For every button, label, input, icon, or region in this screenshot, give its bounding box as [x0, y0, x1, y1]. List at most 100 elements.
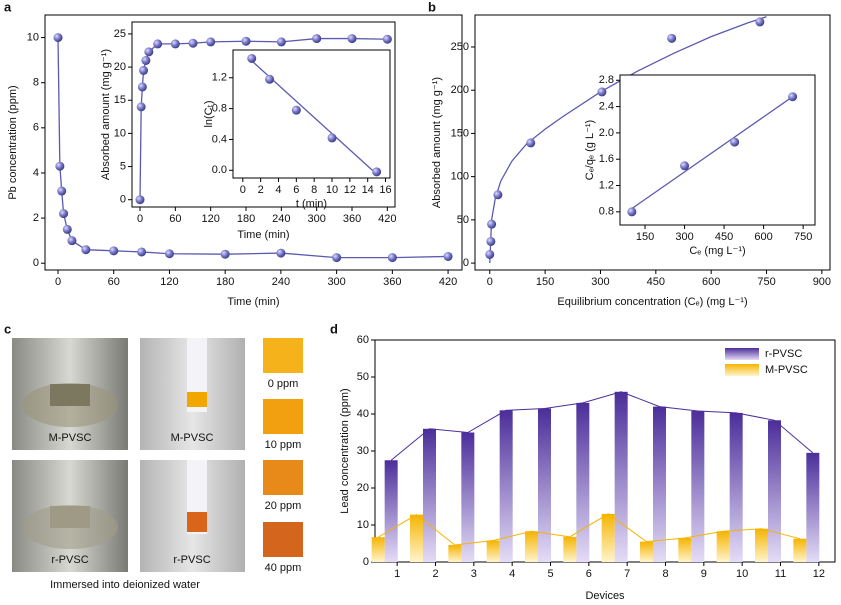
- x-tick-label: 5: [547, 568, 553, 580]
- x-tick-label: 0: [137, 213, 143, 225]
- y-tick-label: 0.8: [212, 103, 227, 115]
- x-tick-label: 0: [55, 276, 61, 288]
- bar: [448, 544, 462, 562]
- bar: [461, 432, 475, 562]
- bar: [486, 540, 500, 562]
- color-swatch: [263, 522, 303, 557]
- y-tick-label: 10: [357, 519, 369, 531]
- x-tick-label: 6: [293, 184, 299, 196]
- panel-c: c M-PVSC r-PVSC M-PVSC r-PVSC 0 ppm 10 p…: [4, 321, 303, 591]
- x-tick-label: 300: [327, 276, 345, 288]
- point: [332, 253, 342, 263]
- x-tick-label: 600: [754, 231, 772, 243]
- y-tick-label: 0: [33, 257, 39, 269]
- point: [327, 133, 337, 143]
- y-tick-label: 0.8: [599, 206, 614, 218]
- y-tick-label: 30: [357, 445, 369, 457]
- y-tick-label: 250: [451, 41, 469, 53]
- point: [493, 190, 503, 200]
- swatch-label: 20 ppm: [265, 500, 302, 512]
- point: [788, 92, 798, 102]
- caption: Immersed into deionized water: [50, 579, 200, 591]
- y-tick-label: 2: [33, 212, 39, 224]
- y-tick-label: 1.6: [599, 153, 614, 165]
- y-tick-label: 20: [114, 61, 126, 73]
- x-tick-label: 750: [794, 231, 812, 243]
- y-tick-label: 2.4: [599, 100, 614, 112]
- y-axis-label: Pb concentration (ppm): [7, 85, 19, 199]
- legend-label: M-PVSC: [765, 364, 808, 376]
- color-swatch: [263, 460, 303, 495]
- x-axis-label: Cₑ (mg L⁻¹): [689, 245, 745, 257]
- x-tick-label: 420: [439, 276, 457, 288]
- bar: [806, 452, 820, 562]
- x-tick-label: 8: [311, 184, 317, 196]
- point: [109, 246, 119, 256]
- fit-line: [631, 96, 793, 210]
- y-tick-label: 50: [457, 214, 469, 226]
- point: [247, 53, 257, 63]
- y-tick-label: 60: [357, 334, 369, 346]
- x-tick-label: 150: [636, 231, 654, 243]
- point: [382, 34, 392, 44]
- legend-swatch: [725, 364, 759, 376]
- x-tick-label: 10: [736, 568, 748, 580]
- strip-label: M-PVSC: [171, 432, 214, 444]
- bar: [678, 537, 692, 562]
- x-tick-label: 10: [326, 184, 338, 196]
- point: [276, 248, 286, 258]
- point: [67, 236, 77, 246]
- point: [55, 161, 65, 171]
- point: [627, 207, 637, 217]
- y-axis-label: Absorbed amount (mg g⁻¹): [100, 49, 112, 180]
- strip-pad: [187, 512, 207, 532]
- trend-line: [390, 391, 814, 461]
- bar: [538, 408, 551, 562]
- beaker-label: M-PVSC: [49, 432, 92, 444]
- point: [597, 87, 607, 97]
- point: [276, 37, 286, 47]
- point: [164, 249, 174, 259]
- x-tick-label: 3: [471, 568, 477, 580]
- point: [62, 224, 72, 234]
- y-tick-label: 2.8: [599, 74, 614, 86]
- point: [486, 236, 496, 246]
- y-tick-label: 20: [357, 482, 369, 494]
- x-tick-label: 6: [586, 568, 592, 580]
- x-tick-label: 360: [383, 276, 401, 288]
- x-tick-label: 4: [509, 568, 515, 580]
- y-tick-label: 15: [114, 94, 126, 106]
- x-tick-label: 420: [378, 213, 396, 225]
- bar: [716, 531, 730, 562]
- point: [667, 33, 677, 43]
- y-tick-label: 8: [33, 77, 39, 89]
- bar: [793, 538, 807, 562]
- y-axis-label: Lead concentration (ppm): [339, 388, 351, 513]
- y-tick-label: 200: [451, 84, 469, 96]
- strip-label: r-PVSC: [173, 554, 210, 566]
- point: [136, 102, 146, 112]
- x-tick-label: 60: [169, 213, 181, 225]
- y-tick-label: 1.2: [212, 72, 227, 84]
- point: [485, 249, 495, 259]
- x-tick-label: 180: [216, 276, 234, 288]
- x-tick-label: 2: [258, 184, 264, 196]
- point: [135, 195, 145, 205]
- bar: [499, 410, 513, 562]
- chart: 0.8 1.2 1.6 2.0 2.4 2.8 150 300 450 600 750 Cₑ (mg …: [584, 74, 816, 257]
- x-tick-label: 1: [394, 568, 400, 580]
- point: [680, 161, 690, 171]
- x-axis-label: Equilibrium concentration (Cₑ) (mg L⁻¹): [557, 296, 747, 308]
- x-tick-label: 14: [362, 184, 374, 196]
- x-tick-label: 120: [201, 213, 219, 225]
- bar: [729, 412, 743, 562]
- x-tick-label: 12: [344, 184, 356, 196]
- strip-pad: [187, 392, 207, 407]
- bar: [755, 528, 768, 562]
- point: [141, 55, 151, 65]
- x-tick-label: 4: [275, 184, 281, 196]
- point: [153, 39, 163, 49]
- bar: [576, 402, 590, 562]
- bar: [410, 514, 423, 562]
- point: [53, 33, 63, 43]
